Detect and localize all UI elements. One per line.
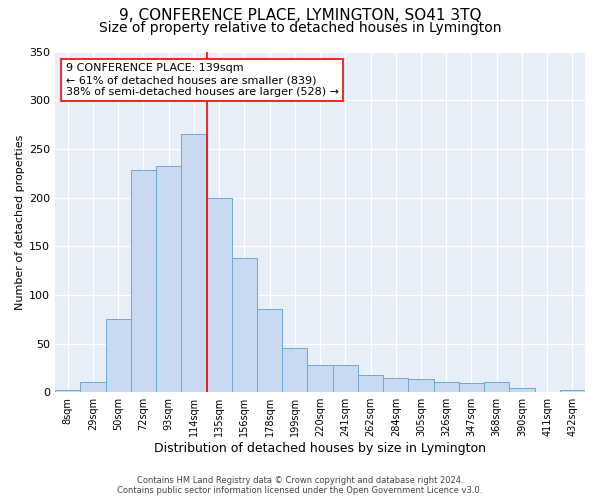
- Bar: [206, 198, 232, 392]
- Bar: [232, 258, 257, 392]
- Bar: [332, 365, 358, 392]
- Bar: [560, 390, 585, 392]
- Text: 9 CONFERENCE PLACE: 139sqm
← 61% of detached houses are smaller (839)
38% of sem: 9 CONFERENCE PLACE: 139sqm ← 61% of deta…: [66, 64, 339, 96]
- Bar: [434, 382, 459, 392]
- Bar: [307, 365, 332, 392]
- Text: Size of property relative to detached houses in Lymington: Size of property relative to detached ho…: [99, 21, 501, 35]
- Bar: [257, 310, 282, 392]
- Text: 9, CONFERENCE PLACE, LYMINGTON, SO41 3TQ: 9, CONFERENCE PLACE, LYMINGTON, SO41 3TQ: [119, 8, 481, 22]
- Bar: [181, 134, 206, 392]
- Bar: [282, 348, 307, 392]
- Bar: [409, 378, 434, 392]
- Bar: [80, 382, 106, 392]
- Bar: [358, 374, 383, 392]
- Bar: [383, 378, 409, 392]
- Text: Contains HM Land Registry data © Crown copyright and database right 2024.
Contai: Contains HM Land Registry data © Crown c…: [118, 476, 482, 495]
- Bar: [156, 166, 181, 392]
- Bar: [131, 170, 156, 392]
- Bar: [106, 319, 131, 392]
- Bar: [509, 388, 535, 392]
- Bar: [484, 382, 509, 392]
- Bar: [55, 390, 80, 392]
- Y-axis label: Number of detached properties: Number of detached properties: [15, 134, 25, 310]
- X-axis label: Distribution of detached houses by size in Lymington: Distribution of detached houses by size …: [154, 442, 486, 455]
- Bar: [459, 384, 484, 392]
